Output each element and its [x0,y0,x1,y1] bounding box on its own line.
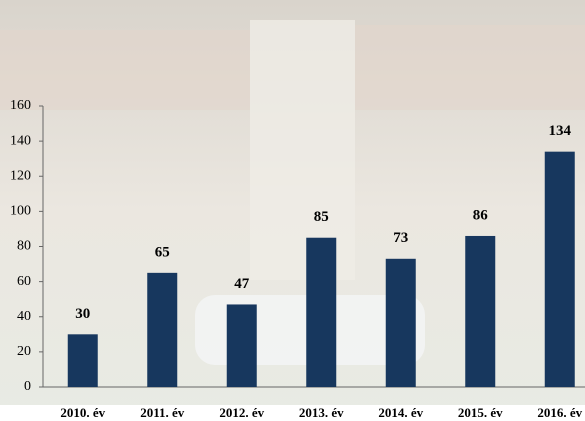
y-tick-label: 100 [10,204,31,219]
footer-strip [0,405,585,421]
y-tick-label: 20 [17,344,31,359]
data-label: 65 [155,244,170,260]
data-label: 30 [75,306,90,322]
y-tick-label: 140 [10,133,31,148]
y-tick-label: 0 [24,379,31,394]
x-tick-label: 2015. év [458,405,503,420]
x-tick-label: 2011. év [140,405,185,420]
building-tower [250,20,355,280]
x-tick-label: 2016. év [537,405,582,420]
bar [67,334,98,387]
x-tick-label: 2010. év [60,405,105,420]
y-tick-label: 40 [17,309,31,324]
bar [306,237,337,387]
y-tick-label: 160 [10,98,31,113]
y-tick-label: 80 [17,239,31,254]
data-label: 85 [314,209,329,225]
x-tick-label: 2012. év [219,405,264,420]
data-label: 73 [393,230,408,246]
bar [544,151,575,387]
y-tick-label: 60 [17,274,31,289]
building-roof [355,25,585,110]
bar [465,235,496,387]
building-roof [0,30,250,110]
bar [226,304,257,387]
data-label: 134 [549,123,572,139]
data-label: 47 [234,276,250,292]
x-tick-label: 2013. év [299,405,344,420]
bar [385,258,416,387]
y-tick-label: 120 [10,168,31,183]
bar [147,272,178,387]
x-tick-label: 2014. év [378,405,423,420]
data-label: 86 [473,207,489,223]
